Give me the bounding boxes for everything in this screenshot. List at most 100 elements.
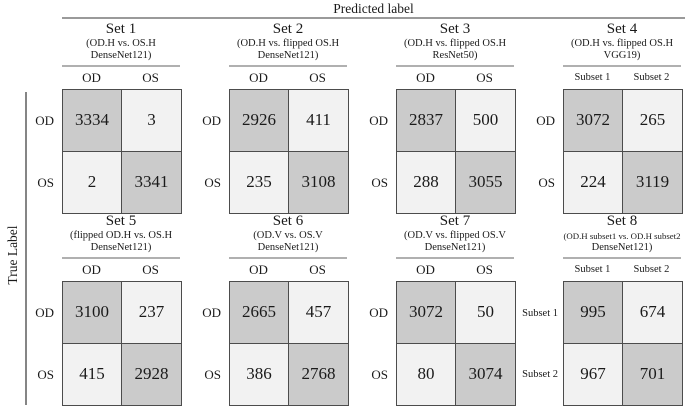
set-subtitle-line2: DenseNet121) <box>90 242 152 253</box>
cell-true0-pred1: 411 <box>289 90 348 152</box>
row-label-od: OD <box>369 305 388 321</box>
column-headers: OD OS <box>396 261 514 279</box>
row-label-os: OS <box>371 366 388 382</box>
cell-true1-pred0: 80 <box>397 343 456 405</box>
cell-true0-pred0: 3072 <box>564 90 623 152</box>
set-subtitle-line2: VGG19) <box>603 50 641 61</box>
true-axis-label: True Label <box>5 225 20 285</box>
cell-true0-pred0: 995 <box>564 282 623 344</box>
matrix-grid: 995 674 967 701 <box>563 281 683 406</box>
col-label-subset2: Subset 2 <box>633 72 670 83</box>
row-label-os: OS <box>37 366 54 382</box>
row-label-od: OD <box>369 113 388 129</box>
header-underline <box>62 257 180 259</box>
column-headers: OD OS <box>229 69 347 87</box>
cell-true0-pred1: 237 <box>122 282 181 344</box>
row-label-os: OS <box>204 366 221 382</box>
set-title: Set 1 <box>105 21 137 37</box>
cell-true0-pred0: 3100 <box>63 282 122 344</box>
col-label-od: OD <box>249 262 268 277</box>
cell-true1-pred0: 967 <box>564 343 623 405</box>
cell-true1-pred1: 701 <box>623 343 682 405</box>
cell-true1-pred1: 3119 <box>623 151 682 213</box>
col-label-od: OD <box>82 262 101 277</box>
header-underline <box>229 65 347 67</box>
matrix: OD OS 3334 3 2 3341 <box>35 89 182 214</box>
matrix: OD OS 2926 411 235 3108 <box>202 89 349 214</box>
header-underline <box>229 257 347 259</box>
cell-true0-pred1: 674 <box>623 282 682 344</box>
row-label-os: OS <box>371 174 388 190</box>
matrix: Subset 1 Subset 2 995 674 967 701 <box>522 281 683 406</box>
cell-true1-pred1: 3341 <box>122 151 181 213</box>
row-label-subset1: Subset 1 <box>522 307 558 319</box>
predicted-axis-label: Predicted label <box>333 1 414 16</box>
predicted-axis-rule <box>62 17 685 19</box>
set-subtitle-line1: (OD.H vs. OS.H <box>86 38 156 49</box>
cell-true1-pred0: 235 <box>230 151 289 213</box>
col-label-od: OD <box>249 70 268 85</box>
cell-true1-pred0: 386 <box>230 343 289 405</box>
header-underline <box>396 257 514 259</box>
set-subtitle-line2: DenseNet121) <box>424 242 486 253</box>
column-headers: OD OS <box>229 261 347 279</box>
row-label-od: OD <box>202 305 221 321</box>
set-title: Set 8 <box>606 213 638 229</box>
set-title: Set 6 <box>272 213 304 229</box>
header-underline <box>563 257 681 259</box>
matrix-grid: 2837 500 288 3055 <box>396 89 516 214</box>
set-subtitle-line2: DenseNet121) <box>591 242 653 253</box>
cell-true1-pred0: 415 <box>63 343 122 405</box>
cell-true0-pred1: 457 <box>289 282 348 344</box>
set-subtitle-line1: (OD.V vs. flipped OS.V <box>404 230 506 241</box>
header-underline <box>563 65 681 67</box>
cell-true0-pred1: 50 <box>456 282 515 344</box>
row-label-os: OS <box>204 174 221 190</box>
set-subtitle-line2: DenseNet121) <box>90 50 152 61</box>
set-subtitle-line1: (OD.H vs. flipped OS.H <box>236 38 340 49</box>
set-subtitle-line1: (OD.H subset1 vs. OD.H subset2 <box>563 231 681 241</box>
cell-true1-pred1: 3055 <box>456 151 515 213</box>
matrix-grid: 2665 457 386 2768 <box>229 281 349 406</box>
row-label-od: OD <box>202 113 221 129</box>
col-label-od: OD <box>82 70 101 85</box>
set-title: Set 7 <box>439 213 471 229</box>
matrix: OD OS 3100 237 415 2928 <box>35 281 182 406</box>
row-label-subset2: Subset 2 <box>522 369 558 381</box>
matrix-grid: 3072 50 80 3074 <box>396 281 516 406</box>
set-subtitle-line1: (OD.H vs. flipped OS.H <box>403 38 507 49</box>
col-label-od: OD <box>416 70 435 85</box>
matrix: OD OS 3072 265 224 3119 <box>536 89 683 214</box>
matrix-grid: 3334 3 2 3341 <box>62 89 182 214</box>
set-title: Set 5 <box>105 213 137 229</box>
cell-true0-pred0: 2926 <box>230 90 289 152</box>
col-label-os: OS <box>142 262 159 277</box>
cell-true0-pred0: 2665 <box>230 282 289 344</box>
cell-true1-pred1: 3074 <box>456 343 515 405</box>
col-label-subset1: Subset 1 <box>574 72 611 83</box>
col-label-os: OS <box>142 70 159 85</box>
matrix-grid: 3072 265 224 3119 <box>563 89 683 214</box>
cell-true1-pred0: 224 <box>564 151 623 213</box>
cell-true0-pred0: 3072 <box>397 282 456 344</box>
col-label-subset2: Subset 2 <box>633 264 670 275</box>
set-subtitle-line2: ResNet50) <box>432 50 478 61</box>
cell-true1-pred1: 2928 <box>122 343 181 405</box>
header-underline <box>396 65 514 67</box>
column-headers: Subset 1 Subset 2 <box>563 261 681 279</box>
cell-true0-pred1: 3 <box>122 90 181 152</box>
col-label-os: OS <box>309 262 326 277</box>
set-subtitle-line1: (OD.H vs. flipped OS.H <box>570 38 674 49</box>
set-subtitle-line1: (OD.V vs. OS.V <box>253 230 323 241</box>
row-label-od: OD <box>35 113 54 129</box>
column-headers: OD OS <box>62 261 180 279</box>
cell-true0-pred1: 500 <box>456 90 515 152</box>
cell-true1-pred0: 2 <box>63 151 122 213</box>
set-title: Set 3 <box>439 21 471 37</box>
column-headers: OD OS <box>396 69 514 87</box>
set-subtitle-line2: DenseNet121) <box>257 50 319 61</box>
matrix-grid: 2926 411 235 3108 <box>229 89 349 214</box>
cell-true1-pred1: 3108 <box>289 151 348 213</box>
col-label-os: OS <box>309 70 326 85</box>
